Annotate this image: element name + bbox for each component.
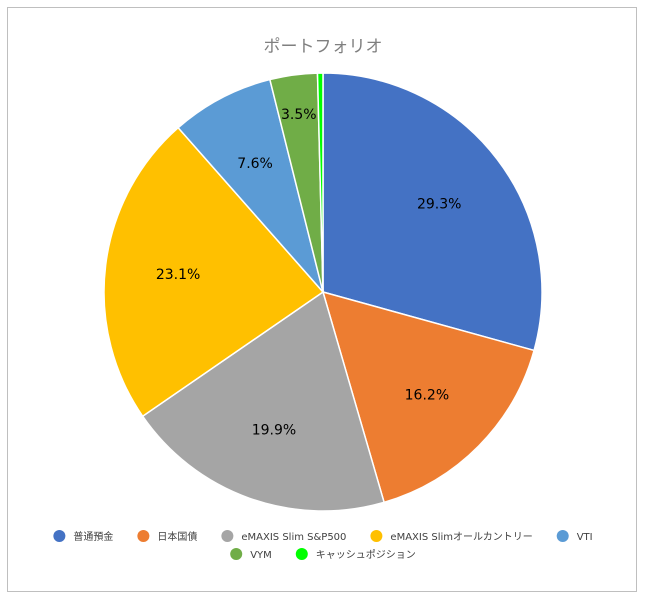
legend-item-2: 日本国債 — [137, 530, 197, 543]
legend-item-7: キャッシュポジション — [295, 548, 416, 561]
legend-marker-6 — [230, 548, 243, 560]
legend-item-4: eMAXIS Slimオールカントリー — [370, 530, 533, 543]
data-label-3: 19.9% — [252, 423, 296, 439]
data-label-1: 29.3% — [417, 197, 461, 213]
data-label-2: 16.2% — [405, 388, 449, 404]
pie-slice-1 — [322, 72, 543, 352]
pie-slice-7 — [316, 72, 324, 293]
legend-label-3: eMAXIS Slim S&P500 — [241, 532, 346, 543]
pie-slice-5 — [177, 78, 324, 293]
legend-marker-7 — [295, 548, 308, 560]
legend-marker-5 — [556, 530, 569, 542]
legend-label-7: キャッシュポジション — [316, 549, 416, 561]
legend-label-1: 普通預金 — [73, 530, 113, 543]
legend-marker-1 — [53, 530, 66, 542]
legend-item-3: eMAXIS Slim S&P500 — [221, 530, 346, 543]
pie-slice-3 — [141, 290, 386, 512]
legend-item-6: VYM — [230, 548, 272, 561]
pie-slice-4 — [103, 126, 325, 418]
legend-item-5: VTI — [556, 530, 593, 543]
legend-label-4: eMAXIS Slimオールカントリー — [390, 531, 532, 543]
legend-label-2: 日本国債 — [157, 530, 197, 543]
chart-frame: ポートフォリオ 29.3% 16.2% 19.9% 23.1% 7.6% 3.5% 普通預… — [7, 7, 637, 592]
chart-title: ポートフォリオ — [264, 37, 383, 57]
pie-slice-2 — [321, 290, 535, 504]
legend-marker-3 — [221, 530, 234, 542]
legend-label-5: VTI — [577, 532, 593, 543]
legend-marker-4 — [370, 530, 383, 542]
pie-slices — [103, 72, 543, 512]
data-labels: 29.3% 16.2% 19.9% 23.1% 7.6% 3.5% — [156, 107, 462, 438]
data-label-5: 7.6% — [237, 156, 273, 172]
legend-marker-2 — [137, 530, 150, 542]
legend-label-6: VYM — [250, 550, 272, 561]
legend-item-1: 普通預金 — [53, 530, 113, 543]
data-label-6: 3.5% — [281, 107, 317, 123]
data-label-4: 23.1% — [156, 267, 200, 283]
pie-chart: ポートフォリオ 29.3% 16.2% 19.9% 23.1% 7.6% 3.5% 普通預… — [53, 37, 593, 561]
legend: 普通預金 日本国債 eMAXIS Slim S&P500 eMAXIS Slimオール… — [53, 530, 593, 561]
